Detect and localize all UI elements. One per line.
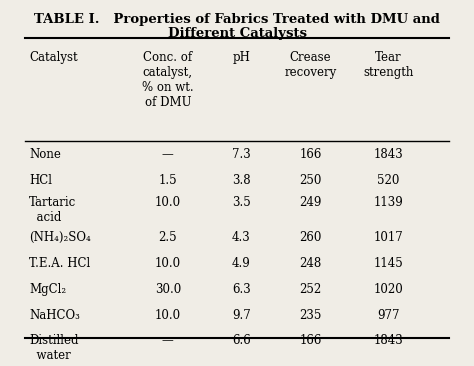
Text: 166: 166 (300, 335, 322, 347)
Text: Catalyst: Catalyst (29, 52, 78, 64)
Text: TABLE I.   Properties of Fabrics Treated with DMU and: TABLE I. Properties of Fabrics Treated w… (34, 14, 440, 26)
Text: 1145: 1145 (374, 257, 403, 270)
Text: 1.5: 1.5 (158, 174, 177, 187)
Text: 10.0: 10.0 (155, 309, 181, 321)
Text: 4.9: 4.9 (232, 257, 251, 270)
Text: 977: 977 (377, 309, 400, 321)
Text: MgCl₂: MgCl₂ (29, 283, 66, 296)
Text: T.E.A. HCl: T.E.A. HCl (29, 257, 91, 270)
Text: Distilled
  water: Distilled water (29, 335, 79, 362)
Text: NaHCO₃: NaHCO₃ (29, 309, 80, 321)
Text: 520: 520 (377, 174, 400, 187)
Text: 250: 250 (300, 174, 322, 187)
Text: 3.8: 3.8 (232, 174, 251, 187)
Text: 1020: 1020 (374, 283, 403, 296)
Text: 260: 260 (300, 231, 322, 244)
Text: 30.0: 30.0 (155, 283, 181, 296)
Text: 249: 249 (300, 197, 322, 209)
Text: 10.0: 10.0 (155, 257, 181, 270)
Text: 9.7: 9.7 (232, 309, 251, 321)
Text: 1843: 1843 (374, 335, 403, 347)
Text: —: — (162, 148, 173, 161)
Text: Conc. of
catalyst,
% on wt.
of DMU: Conc. of catalyst, % on wt. of DMU (142, 52, 193, 109)
Text: 1139: 1139 (374, 197, 403, 209)
Text: pH: pH (232, 52, 250, 64)
Text: 6.6: 6.6 (232, 335, 251, 347)
Text: 10.0: 10.0 (155, 197, 181, 209)
Text: 1017: 1017 (374, 231, 403, 244)
Text: 7.3: 7.3 (232, 148, 251, 161)
Text: 6.3: 6.3 (232, 283, 251, 296)
Text: None: None (29, 148, 61, 161)
Text: Different Catalysts: Different Catalysts (167, 27, 307, 40)
Text: Tartaric
  acid: Tartaric acid (29, 197, 77, 224)
Text: Tear
strength: Tear strength (363, 52, 414, 79)
Text: Crease
recovery: Crease recovery (284, 52, 337, 79)
Text: 4.3: 4.3 (232, 231, 251, 244)
Text: HCl: HCl (29, 174, 52, 187)
Text: 3.5: 3.5 (232, 197, 251, 209)
Text: 166: 166 (300, 148, 322, 161)
Text: 248: 248 (300, 257, 322, 270)
Text: 2.5: 2.5 (158, 231, 177, 244)
Text: 252: 252 (300, 283, 322, 296)
Text: 1843: 1843 (374, 148, 403, 161)
Text: 235: 235 (300, 309, 322, 321)
Text: —: — (162, 335, 173, 347)
Text: (NH₄)₂SO₄: (NH₄)₂SO₄ (29, 231, 91, 244)
